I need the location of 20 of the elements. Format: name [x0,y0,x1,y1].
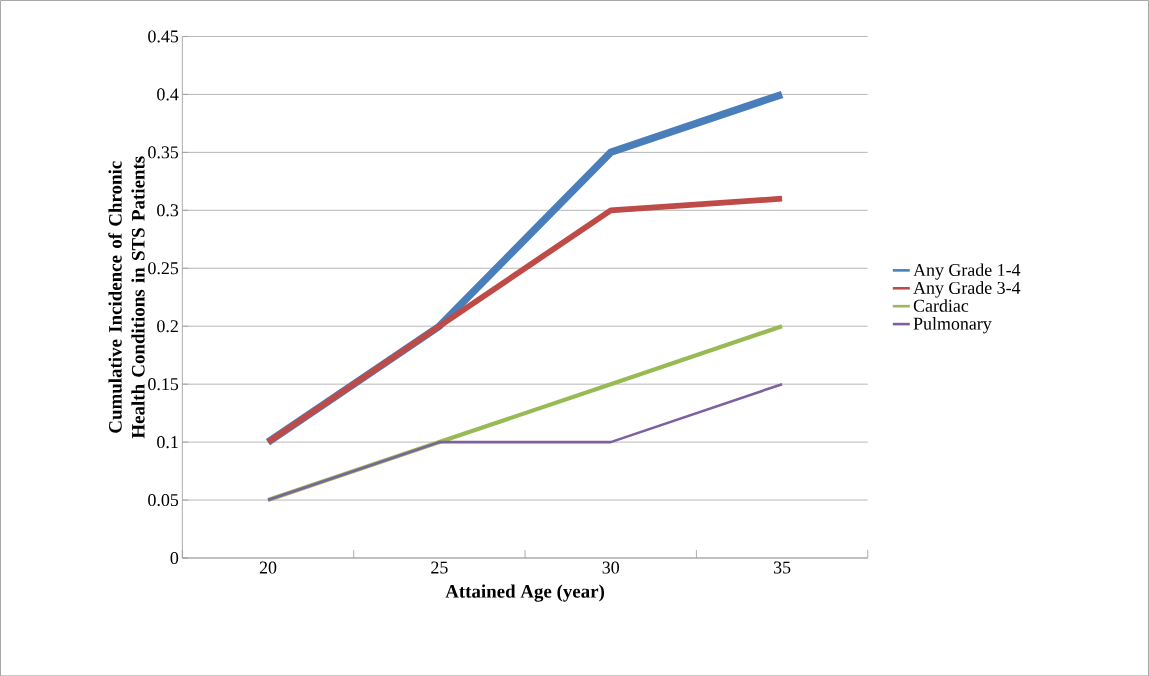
y-tick-label: 0.4 [157,88,179,101]
legend-label: Any Grade 1-4 [913,263,1021,280]
y-tick-label: 0.3 [157,204,179,217]
x-tick-label: 20 [259,561,277,574]
y-tick-label: 0.25 [148,261,179,275]
legend-label: Pulmonary [913,316,992,334]
y-tick-label: 0.1 [157,435,178,448]
y-tick-label: 0.2 [157,319,178,333]
y-tick-label: 0 [170,551,179,564]
legend-label: Cardiac [913,299,969,312]
x-tick-label: 30 [602,561,620,574]
y-tick-label: 0.05 [148,493,179,506]
y-axis-title: Cumulative Incidence of Chronic Health Conditions in STS Patients [108,156,145,439]
legend-label: Any Grade 3-4 [913,281,1021,298]
x-tick-label: 25 [431,561,448,574]
y-tick-label: 0.15 [148,377,179,391]
x-tick-label: 35 [773,561,791,574]
y-tick-label: 0.45 [148,30,179,43]
x-axis-title: Attained Age (year) [445,584,605,602]
y-tick-label: 0.35 [148,146,179,159]
